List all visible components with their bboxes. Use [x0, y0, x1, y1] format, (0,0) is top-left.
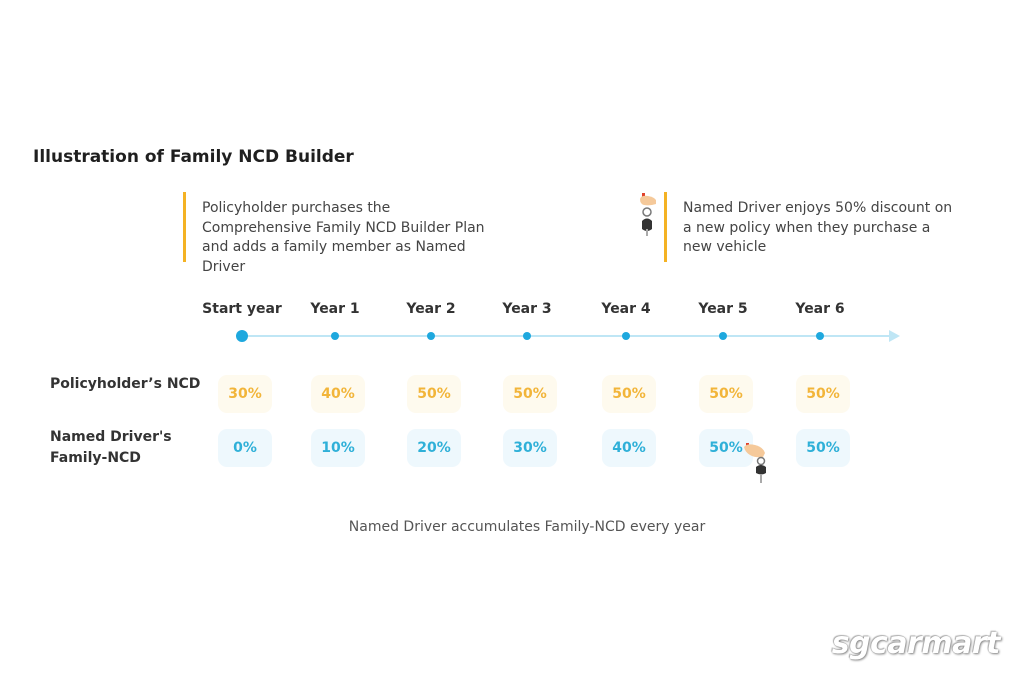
policyholder-ncd-cell: 50% [407, 375, 461, 413]
year-label: Year 6 [795, 301, 845, 317]
year-label: Start year [202, 301, 282, 317]
year-label: Year 4 [601, 301, 651, 317]
named-driver-ncd-cell: 50% [796, 429, 850, 467]
timeline-dot [236, 330, 248, 342]
policyholder-ncd-cell: 50% [602, 375, 656, 413]
named-driver-ncd-cell: 50% [699, 429, 753, 467]
year-label: Year 5 [698, 301, 748, 317]
year-label: Year 3 [502, 301, 552, 317]
policyholder-ncd-cell: 40% [311, 375, 365, 413]
named-driver-ncd-cell: 20% [407, 429, 461, 467]
row-label-policyholder: Policyholder’s NCD [50, 376, 201, 392]
named-driver-ncd-cell: 0% [218, 429, 272, 467]
year-label: Year 2 [406, 301, 456, 317]
callout-accent-bar [664, 192, 667, 262]
timeline-dot [719, 332, 727, 340]
year-label: Year 1 [310, 301, 360, 317]
page-title: Illustration of Family NCD Builder [33, 147, 354, 167]
row-label-named-driver-line1: Named Driver's [50, 429, 172, 445]
car-key-icon [638, 191, 660, 237]
footnote: Named Driver accumulates Family-NCD ever… [348, 519, 706, 535]
timeline-line [242, 335, 894, 337]
named-driver-ncd-cell: 30% [503, 429, 557, 467]
sgcarmart-watermark-logo: sgcarmart [831, 626, 1001, 661]
named-driver-ncd-cell: 40% [602, 429, 656, 467]
car-key-icon [743, 441, 767, 487]
row-label-named-driver-line2: Family-NCD [50, 450, 141, 466]
timeline-dot [622, 332, 630, 340]
callout-named-driver-text: Named Driver enjoys 50% discount on a ne… [683, 200, 953, 255]
callout-accent-bar [183, 192, 186, 262]
callout-policyholder-text: Policyholder purchases the Comprehensive… [202, 200, 485, 275]
policyholder-ncd-cell: 50% [503, 375, 557, 413]
policyholder-ncd-cell: 30% [218, 375, 272, 413]
timeline-dot [331, 332, 339, 340]
policyholder-ncd-cell: 50% [699, 375, 753, 413]
timeline-dot [816, 332, 824, 340]
policyholder-ncd-cell: 50% [796, 375, 850, 413]
timeline-dot [427, 332, 435, 340]
timeline-arrow-icon [889, 330, 900, 342]
row-label-named-driver: Named Driver's Family-NCD [50, 427, 172, 469]
named-driver-ncd-cell: 10% [311, 429, 365, 467]
timeline-dot [523, 332, 531, 340]
